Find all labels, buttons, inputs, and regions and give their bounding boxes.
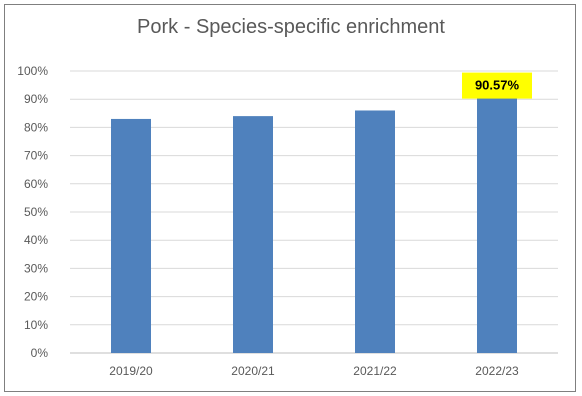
x-tick-label: 2019/20 [109, 364, 153, 378]
y-tick-label: 10% [24, 318, 48, 332]
bars [111, 97, 517, 354]
y-tick-label: 40% [24, 233, 48, 247]
chart-title: Pork - Species-specific enrichment [137, 16, 445, 38]
data-label: 90.57% [475, 78, 520, 93]
bar-2020-21 [233, 116, 273, 354]
x-tick-label: 2021/22 [353, 364, 397, 378]
x-tick-label: 2020/21 [231, 364, 275, 378]
data-label-highlight [462, 72, 532, 99]
bar-2022-23 [477, 97, 517, 354]
gridlines [70, 70, 558, 354]
data-labels: 90.57% [462, 72, 532, 99]
x-axis-ticks: 2019/20 2020/21 2021/22 2022/23 [109, 364, 519, 378]
y-tick-label: 70% [24, 149, 48, 163]
y-tick-label: 20% [24, 290, 48, 304]
y-tick-label: 50% [24, 205, 48, 219]
x-tick-label: 2022/23 [475, 364, 519, 378]
y-tick-label: 30% [24, 261, 48, 275]
y-tick-label: 90% [24, 92, 48, 106]
y-tick-label: 0% [31, 346, 49, 360]
y-tick-label: 100% [17, 64, 48, 78]
y-axis-ticks: 0% 10% 20% 30% 40% 50% 60% 70% 80% 90% 100% [17, 64, 48, 360]
bar-2019-20 [111, 118, 151, 353]
y-tick-label: 60% [24, 177, 48, 191]
y-tick-label: 80% [24, 120, 48, 134]
bar-2021-22 [355, 110, 395, 353]
